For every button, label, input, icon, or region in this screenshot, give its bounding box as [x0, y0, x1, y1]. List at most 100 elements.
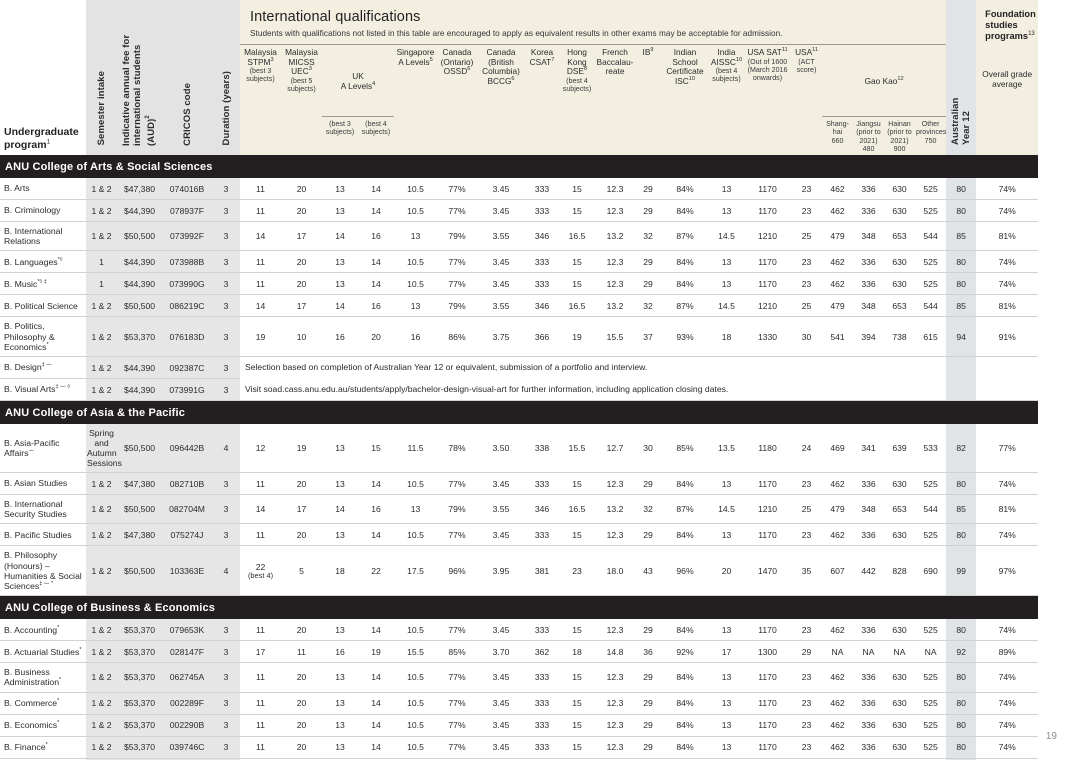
- cell-qual-5: 79%: [437, 294, 477, 318]
- cell-qual-3: 14: [358, 619, 394, 642]
- cell-qual-11: 96%: [661, 545, 709, 597]
- intl-subtitle: Students with qualifications not listed …: [250, 29, 783, 38]
- college-banner: ANU College of Asia & the Pacific: [0, 400, 1039, 425]
- cell-qual-12: 14.5: [709, 221, 744, 252]
- cell-qual-10: 43: [635, 545, 661, 597]
- table-row[interactable]: B. International Security Studies 1 & 2 $5…: [0, 494, 1039, 525]
- cell-australian-year-12: 92: [946, 640, 977, 664]
- cell-qual-16: 341: [853, 424, 884, 474]
- cell-qual-12: 13: [709, 472, 744, 496]
- cell-qual-7: 333: [525, 662, 559, 693]
- cell-qual-14: 23: [791, 178, 822, 200]
- cell-qual-8: 15: [559, 178, 595, 200]
- table-row[interactable]: B. Politics, Philosophy & Economics* 1 & …: [0, 316, 1039, 358]
- program-name: B. Design‡ ⁓: [0, 356, 86, 380]
- cell-qual-14: 35: [791, 545, 822, 597]
- table-row[interactable]: B. Arts 1 & 2 $47,380 074016B 3 11 20 13 14 10.5 7…: [0, 178, 1039, 200]
- cell-qual-15: 462: [822, 472, 853, 496]
- cell-qual-1: 11: [281, 640, 322, 664]
- program-name: B. Accounting*: [0, 619, 86, 642]
- cell-qual-6: 3.45: [477, 714, 525, 737]
- cell-qual-1: 20: [281, 272, 322, 296]
- table-row[interactable]: B. Pacific Studies 1 & 2 $47,380 075274J 3 11…: [0, 523, 1039, 547]
- cell-fee: $47,380: [117, 178, 162, 200]
- table-row[interactable]: B. Finance* 1 & 2 $53,370 039746C 3 11 20 13 14 1…: [0, 736, 1039, 759]
- cell-qual-9: 15.5: [595, 316, 635, 358]
- cell-cricos: 073990G: [162, 272, 212, 296]
- cell-qual-3: 16: [358, 294, 394, 318]
- table-row[interactable]: B. International Business*◊1$53,37004747…: [0, 758, 1039, 760]
- cell-qual-11: 84%: [661, 272, 709, 296]
- table-row[interactable]: B. Visual Arts‡ ⁓ ◊ 1 & 2 $44,390 073991G 3 V…: [0, 378, 1039, 402]
- cell-qual-13: 1170: [744, 523, 791, 547]
- college-banner-label: ANU College of Business & Economics: [0, 595, 1039, 620]
- cell-qual-17: 630: [884, 758, 915, 760]
- cell-qual-0: 11: [240, 178, 281, 200]
- cell-qual-14: 24: [791, 424, 822, 474]
- cell-semester-intake: 1 & 2: [86, 316, 117, 358]
- cell-qual-8: 23: [559, 545, 595, 597]
- cell-qual-2: 13: [322, 619, 358, 642]
- table-row[interactable]: B. Accounting* 1 & 2 $53,370 079653K 3 11 20 13…: [0, 619, 1039, 642]
- program-name: B. Arts: [0, 178, 86, 200]
- program-name: B. Music*◊ ‡: [0, 272, 86, 296]
- cell-qual-14: 23: [791, 736, 822, 759]
- cell-duration: 3: [212, 294, 240, 318]
- cell-qual-4: 10.5: [394, 272, 437, 296]
- cell-qual-18: 525: [915, 523, 947, 547]
- cell-qual-16: 336: [853, 472, 884, 496]
- cell-qual-9: 12.3: [595, 662, 635, 693]
- international-qualifications-header: International qualifications Students wi…: [240, 0, 947, 45]
- table-row[interactable]: B. Music*◊ ‡ 1 $44,390 073990G 3 11 20 13 14 10.5…: [0, 272, 1039, 296]
- colhead-singapore-a-levels: Singapore A Levels5: [394, 44, 437, 155]
- college-banner-label: ANU College of Arts & Social Sciences: [0, 155, 1039, 178]
- cell-duration: 3: [212, 736, 240, 759]
- cell-cricos: 092387C: [162, 356, 212, 380]
- table-row[interactable]: B. Actuarial Studies* 1 & 2 $53,370 028147F…: [0, 640, 1039, 664]
- cell-qual-0: 22 (best 4): [240, 545, 281, 597]
- cell-qual-18: 544: [915, 494, 947, 525]
- cell-qual-16: 442: [853, 545, 884, 597]
- cell-duration: 3: [212, 221, 240, 252]
- table-row[interactable]: B. Philosophy (Honours) – Humanities & S…: [0, 545, 1039, 597]
- table-row[interactable]: B. Business Administration* 1 & 2 $53,370 0…: [0, 662, 1039, 693]
- cell-qual-17: 630: [884, 619, 915, 642]
- cell-qual-14: 25: [791, 221, 822, 252]
- cell-qual-18: 615: [915, 316, 947, 358]
- table-row[interactable]: B. Commerce* 1 & 2 $53,370 002289F 3 11 20 13 14…: [0, 692, 1039, 715]
- table-row[interactable]: B. Criminology 1 & 2 $44,390 078937F 3 11 20 13…: [0, 199, 1039, 222]
- cell-foundation-grade: 74%: [976, 250, 1039, 274]
- table-row[interactable]: B. Asian Studies 1 & 2 $47,380 082710B 3 11 20…: [0, 472, 1039, 496]
- table-row[interactable]: B. Economics* 1 & 2 $53,370 002290B 3 11 20 13 1…: [0, 714, 1039, 737]
- cell-qual-15: 541: [822, 316, 853, 358]
- cell-qual-12: 14.5: [709, 494, 744, 525]
- cell-qual-8: 15: [559, 662, 595, 693]
- cell-qual-4: 13: [394, 221, 437, 252]
- cell-qual-4: 15.5: [394, 640, 437, 664]
- cell-qual-13: 1170: [744, 472, 791, 496]
- cell-semester-intake: 1 & 2: [86, 736, 117, 759]
- cell-qual-8: 15: [559, 199, 595, 222]
- cell-qual-4: 13: [394, 494, 437, 525]
- cell-qual-15: 462: [822, 619, 853, 642]
- cell-qual-12: 13: [709, 714, 744, 737]
- table-row[interactable]: B. International Relations 1 & 2 $50,500 07…: [0, 221, 1039, 252]
- table-row[interactable]: B. Design‡ ⁓ 1 & 2 $44,390 092387C 3 Selectio…: [0, 356, 1038, 380]
- cell-qual-0: 11: [240, 714, 281, 737]
- table-row[interactable]: B. Political Science 1 & 2 $50,500 086219C 3…: [0, 294, 1039, 318]
- table-row[interactable]: B. Asia-Pacific Affairs⁓ Spring and Autum…: [0, 424, 1039, 474]
- cell-fee: $44,390: [117, 378, 162, 402]
- cell-semester-intake: 1 & 2: [86, 472, 117, 496]
- cell-qual-7: 333: [525, 736, 559, 759]
- colhead-usa-act: USA11 (ACT score): [791, 44, 822, 155]
- table-row[interactable]: B. Languages*◊ 1 $44,390 073988B 3 11 20 13 14 10…: [0, 250, 1039, 274]
- cell-qual-18: 690: [915, 545, 947, 597]
- cell-qual-16: 336: [853, 199, 884, 222]
- cell-qual-10: 32: [635, 294, 661, 318]
- cell-qual-16: 336: [853, 692, 884, 715]
- cell-qual-1: 10: [281, 316, 322, 358]
- cell-cricos: 076183D: [162, 316, 212, 358]
- cell-qual-0: 19: [240, 316, 281, 358]
- cell-fee: $47,380: [117, 472, 162, 496]
- cell-qual-7: 381: [525, 545, 559, 597]
